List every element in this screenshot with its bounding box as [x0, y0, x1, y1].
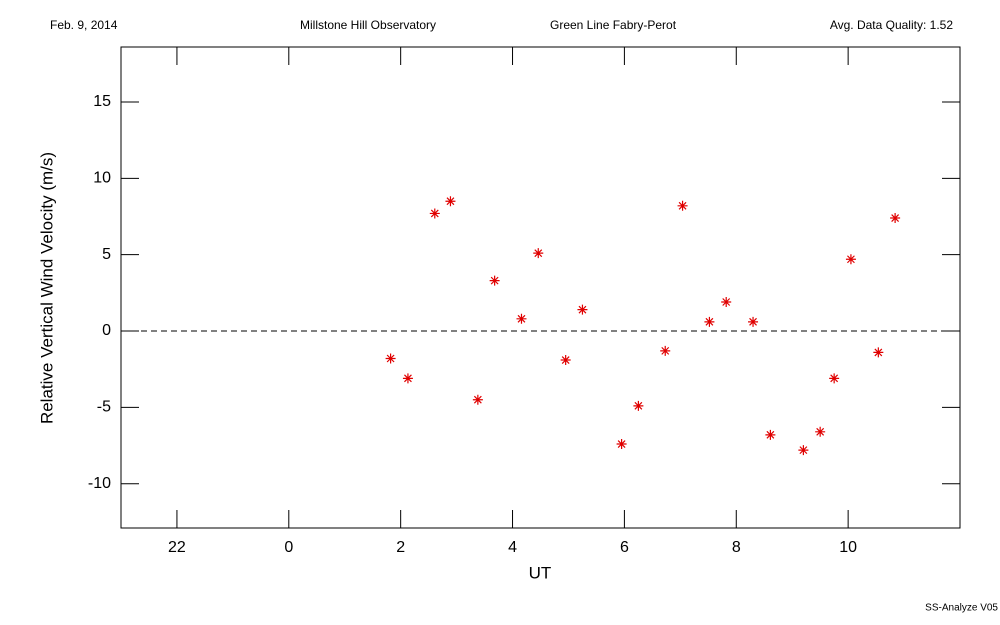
- point: [402, 373, 413, 384]
- x-axis-label: UT: [529, 563, 552, 582]
- y-tick-label: 5: [102, 246, 111, 263]
- point: [845, 254, 856, 265]
- point: [829, 373, 840, 384]
- footer: SS-Analyze V05: [925, 603, 998, 614]
- point: [577, 304, 588, 315]
- date: Feb. 9, 2014: [50, 18, 118, 32]
- point: [660, 345, 671, 356]
- point: [765, 429, 776, 440]
- y-tick-label: 0: [102, 322, 111, 339]
- x-tick-label: 6: [620, 539, 629, 556]
- observatory: Millstone Hill Observatory: [300, 18, 436, 32]
- x-tick-label: 8: [732, 539, 741, 556]
- point: [873, 347, 884, 358]
- x-tick-label: 2: [396, 539, 405, 556]
- x-tick-label: 4: [508, 539, 517, 556]
- point: [516, 313, 527, 324]
- point: [815, 426, 826, 437]
- point: [890, 213, 901, 224]
- point: [560, 355, 571, 366]
- x-tick-label: 10: [839, 539, 857, 556]
- point: [472, 394, 483, 405]
- y-axis-label: Relative Vertical Wind Velocity (m/s): [37, 152, 56, 424]
- y-tick-label: 15: [93, 93, 111, 110]
- instrument: Green Line Fabry-Perot: [550, 18, 677, 32]
- point: [704, 316, 715, 327]
- point: [677, 200, 688, 211]
- plot-frame: [120, 46, 961, 529]
- x-tick-label: 22: [168, 539, 186, 556]
- point: [429, 208, 440, 219]
- point: [489, 275, 500, 286]
- y-tick-label: 10: [93, 170, 111, 187]
- x-tick-label: 0: [284, 539, 293, 556]
- point: [633, 400, 644, 411]
- y-tick-label: -5: [97, 399, 111, 416]
- point: [721, 297, 732, 308]
- point: [798, 445, 809, 456]
- point: [616, 439, 627, 450]
- point: [748, 316, 759, 327]
- data-quality: Avg. Data Quality: 1.52: [830, 18, 954, 32]
- y-tick-label: -10: [88, 475, 111, 492]
- point: [385, 353, 396, 364]
- point: [445, 196, 456, 207]
- point: [533, 248, 544, 259]
